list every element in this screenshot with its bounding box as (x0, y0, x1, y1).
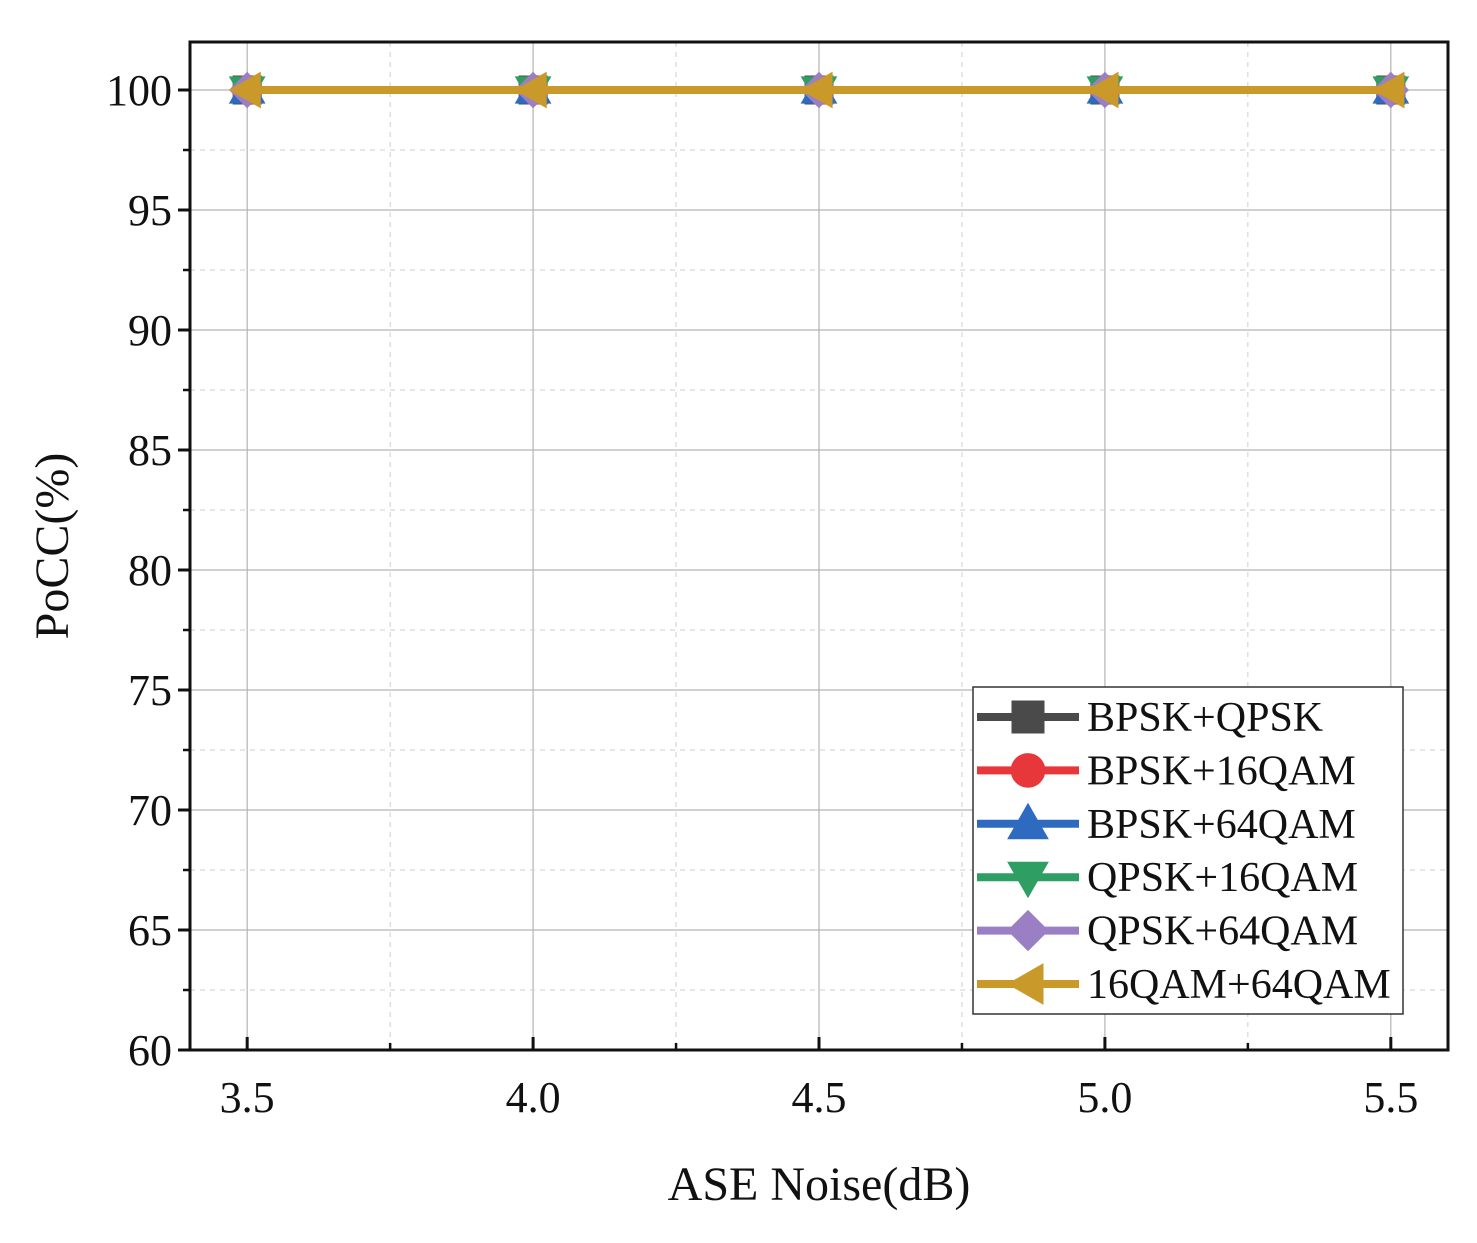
y-tick-label: 65 (128, 906, 172, 955)
legend-label: 16QAM+64QAM (1087, 962, 1391, 1008)
legend-marker (1010, 753, 1046, 788)
legend-box (972, 686, 1404, 1015)
legend-marker (1007, 861, 1049, 899)
x-tick-label: 3.5 (220, 1073, 275, 1122)
legend-item: 16QAM+64QAM (977, 962, 1391, 1008)
y-tick-label: 90 (128, 306, 172, 355)
data-point (1372, 71, 1405, 109)
x-tick-label: 5.0 (1077, 1073, 1132, 1122)
legend-marker (1011, 700, 1045, 734)
legend-label: QPSK+16QAM (1087, 855, 1358, 901)
x-tick-label: 5.5 (1363, 1073, 1418, 1122)
legend-label: BPSK+QPSK (1087, 695, 1323, 741)
y-tick-label: 60 (128, 1026, 172, 1075)
y-tick-label: 70 (128, 786, 172, 835)
y-tick-label: 85 (128, 426, 172, 475)
series-16QAM+64QAM (228, 71, 1405, 109)
y-tick-label: 75 (128, 666, 172, 715)
x-axis-title: ASE Noise(dB) (668, 1158, 971, 1211)
legend-item: BPSK+16QAM (977, 748, 1356, 794)
legend-label: BPSK+64QAM (1087, 802, 1356, 848)
legend-label: BPSK+16QAM (1087, 748, 1356, 794)
data-point (514, 71, 547, 109)
axes: 3.5 4.0 4.5 5.0 5.5 60 65 70 75 80 85 90 95 100 (106, 40, 1450, 1122)
y-tick-label: 100 (106, 66, 172, 115)
legend-item: QPSK+16QAM (977, 855, 1358, 901)
legend-item: QPSK+64QAM (977, 909, 1358, 955)
legend-label: QPSK+64QAM (1087, 909, 1358, 955)
x-tick-label: 4.5 (792, 1073, 847, 1122)
data-point (800, 71, 833, 109)
legend-item: BPSK+64QAM (977, 802, 1356, 848)
legend-marker (1006, 963, 1044, 1005)
y-tick-label: 95 (128, 186, 172, 235)
legend-marker (1007, 909, 1049, 952)
data-point (1086, 71, 1119, 109)
y-tick-label: 80 (128, 546, 172, 595)
series-layer (228, 71, 1410, 109)
legend-marker (1007, 802, 1049, 840)
x-tick-label: 4.0 (506, 1073, 561, 1122)
y-axis-title: PoCC(%) (26, 453, 79, 640)
legend-item: BPSK+QPSK (977, 695, 1323, 741)
data-point (228, 71, 261, 109)
legend: BPSK+QPSK BPSK+16QAM BPSK+64QAM QPSK+16QAM Q… (972, 686, 1404, 1015)
